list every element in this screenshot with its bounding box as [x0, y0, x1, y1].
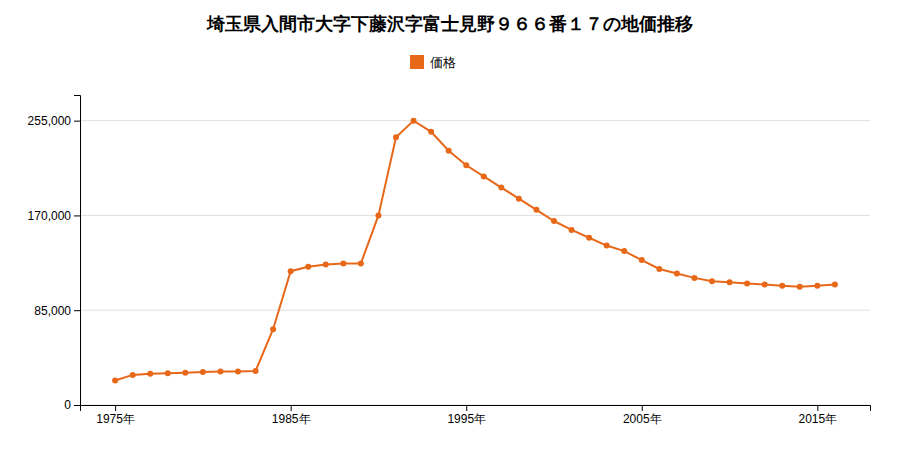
point — [463, 162, 469, 168]
x-tick-mark — [466, 405, 467, 411]
y-tick-mark — [74, 310, 80, 311]
y-tick-mark — [74, 405, 80, 406]
point — [498, 185, 504, 191]
x-axis-line — [81, 406, 871, 412]
point — [112, 377, 118, 383]
grid-line — [80, 215, 870, 216]
point — [375, 212, 381, 218]
point — [516, 196, 522, 202]
line — [115, 121, 835, 381]
y-axis: 0 85,000 170,000 255,000 — [28, 96, 81, 413]
y-tick: 255,000 — [28, 114, 80, 128]
point — [569, 227, 575, 233]
x-tick-mark — [115, 405, 116, 411]
grid — [80, 121, 870, 405]
point — [656, 266, 662, 272]
x-tick-label: 1995年 — [447, 412, 486, 426]
point — [393, 134, 399, 140]
point — [270, 326, 276, 332]
y-tick-label: 170,000 — [28, 209, 72, 223]
point — [428, 129, 434, 135]
point — [744, 280, 750, 286]
x-tick-label: 1975年 — [96, 412, 135, 426]
x-tick-mark — [642, 405, 643, 411]
y-tick: 0 — [64, 398, 80, 412]
y-tick-mark — [74, 121, 80, 122]
point — [340, 260, 346, 266]
x-axis: 1975年 1985年 1995年 2005年 2015年 — [81, 405, 871, 426]
legend-item: 価格 — [410, 55, 456, 70]
y-tick: 170,000 — [28, 209, 80, 223]
y-axis-line — [74, 96, 81, 406]
x-tick-mark — [817, 405, 818, 411]
grid-line — [80, 120, 870, 121]
point — [674, 270, 680, 276]
point — [639, 257, 645, 263]
y-tick-label: 85,000 — [34, 304, 71, 318]
point — [253, 368, 259, 374]
point — [551, 218, 557, 224]
x-tick: 1975年 — [96, 405, 135, 426]
point — [305, 264, 311, 270]
point — [797, 284, 803, 290]
point — [814, 283, 820, 289]
point — [481, 173, 487, 179]
point — [165, 370, 171, 376]
marks — [112, 118, 838, 384]
point — [411, 118, 417, 124]
title: 埼玉県入間市大字下藤沢字富士見野９６６番１７の地価推移 — [206, 13, 693, 34]
point — [586, 235, 592, 241]
point — [130, 372, 136, 378]
point — [200, 369, 206, 375]
point — [182, 370, 188, 376]
x-tick-label: 2015年 — [798, 412, 837, 426]
x-tick: 2015年 — [798, 405, 837, 426]
y-tick-label: 255,000 — [28, 114, 72, 128]
x-tick: 1985年 — [272, 405, 311, 426]
x-tick: 1995年 — [447, 405, 486, 426]
legend-label: 価格 — [430, 55, 456, 70]
grid-line — [80, 310, 870, 311]
point — [358, 260, 364, 266]
point — [147, 371, 153, 377]
x-tick-label: 1985年 — [272, 412, 311, 426]
y-tick-mark — [74, 215, 80, 216]
chart: 埼玉県入間市大字下藤沢字富士見野９６６番１７の地価推移 1975年 1985年 199… — [0, 0, 900, 450]
point — [762, 282, 768, 288]
point — [832, 282, 838, 288]
point — [235, 369, 241, 375]
y-tick: 85,000 — [34, 304, 80, 318]
legend-swatch — [410, 55, 424, 69]
point — [446, 148, 452, 154]
x-tick: 2005年 — [623, 405, 662, 426]
point — [323, 261, 329, 267]
point — [691, 275, 697, 281]
point — [217, 369, 223, 375]
x-tick-mark — [291, 405, 292, 411]
legend: 価格 — [410, 55, 456, 70]
point — [779, 283, 785, 289]
x-tick-label: 2005年 — [623, 412, 662, 426]
point — [621, 248, 627, 254]
point — [288, 268, 294, 274]
plot: 1975年 1985年 1995年 2005年 2015年 0 85,000 170,000 2… — [28, 96, 871, 426]
y-tick-label: 0 — [64, 398, 71, 412]
point — [533, 207, 539, 213]
point — [727, 279, 733, 285]
point — [709, 278, 715, 284]
point — [604, 243, 610, 249]
